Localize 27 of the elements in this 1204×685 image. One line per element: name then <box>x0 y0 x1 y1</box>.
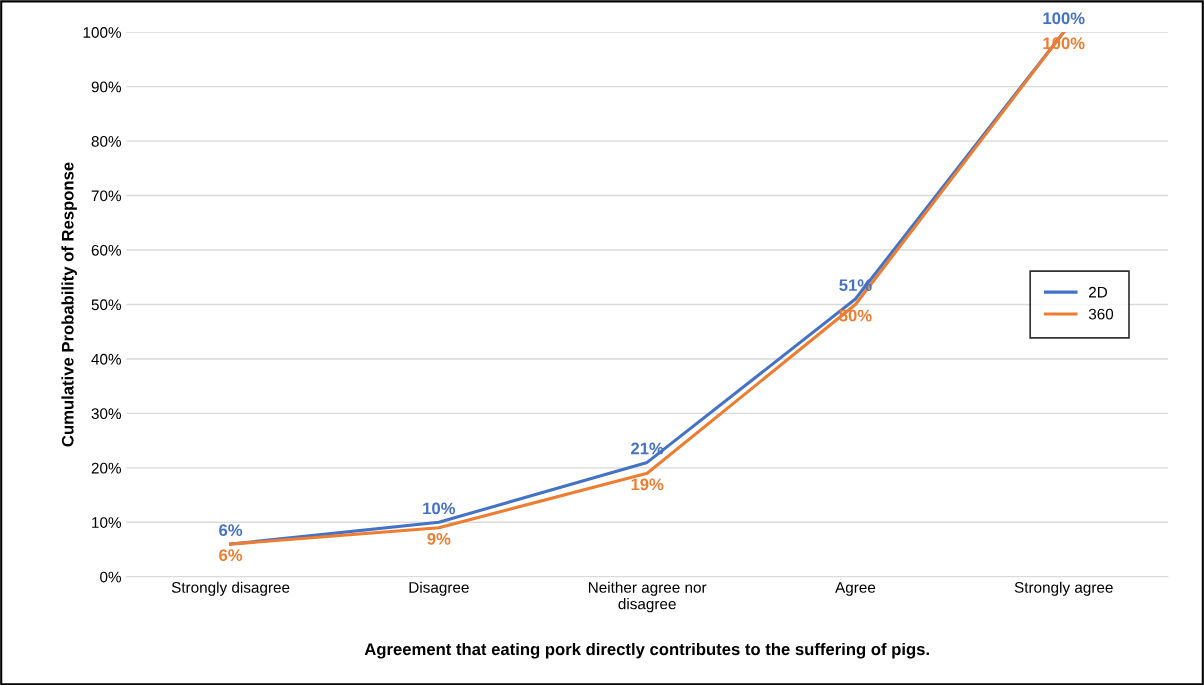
y-tick-label: 50% <box>91 299 122 311</box>
legend-label: 360 <box>1088 308 1114 320</box>
x-tick-label: Strongly agree <box>1014 581 1113 596</box>
y-axis-title: Cumulative Probability of Response <box>61 162 77 447</box>
y-tick-label: 10% <box>92 517 122 528</box>
y-tick-label: 30% <box>91 408 122 420</box>
y-tick-label: 100% <box>83 27 122 38</box>
x-tick-label: Strongly disagree <box>171 581 290 596</box>
y-tick-label: 80% <box>91 135 122 147</box>
data-label: 9% <box>427 532 451 545</box>
data-label: 6% <box>219 549 243 562</box>
x-tick-label: Agree <box>835 582 876 596</box>
y-tick-label: 40% <box>91 353 122 365</box>
x-tick-label: Neither agree nor disagree <box>588 581 707 613</box>
data-label: 21% <box>631 442 664 455</box>
data-label: 6% <box>219 524 243 537</box>
data-label: 100% <box>1043 12 1085 25</box>
y-tick-label: 70% <box>91 190 122 202</box>
data-label: 19% <box>631 478 664 491</box>
data-label: 10% <box>423 502 456 515</box>
x-tick-label: Disagree <box>409 581 469 596</box>
y-tick-label: 20% <box>91 462 122 474</box>
x-axis-title: Agreement that eating pork directly contributes to the suffering of pigs. <box>364 642 929 659</box>
y-tick-label: 60% <box>91 244 122 256</box>
y-tick-label: 0% <box>100 571 122 583</box>
legend-label: 2D <box>1089 286 1108 298</box>
y-tick-label: 90% <box>91 81 122 93</box>
